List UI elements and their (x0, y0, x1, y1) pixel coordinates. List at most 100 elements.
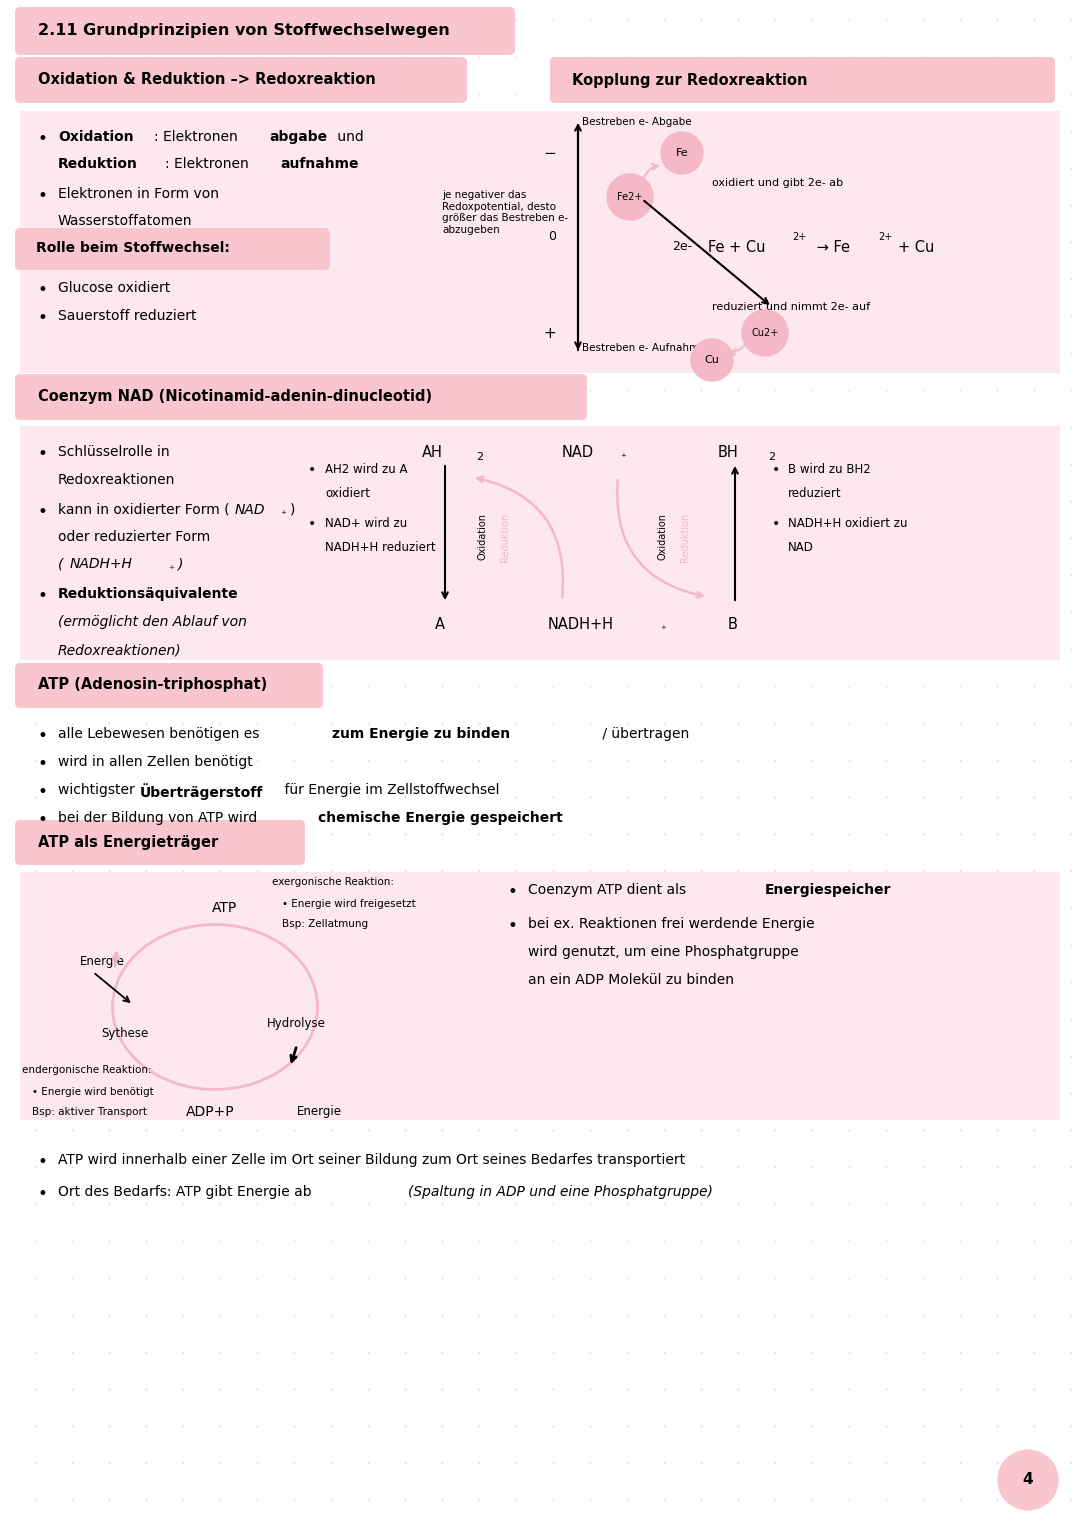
Text: B: B (728, 618, 738, 631)
Text: •: • (38, 130, 48, 148)
Text: exergonische Reaktion:: exergonische Reaktion: (272, 877, 394, 888)
Text: NAD: NAD (235, 503, 266, 517)
Text: ATP (Adenosin-triphosphat): ATP (Adenosin-triphosphat) (38, 677, 267, 692)
Text: •: • (38, 727, 48, 746)
Text: ATP als Energieträger: ATP als Energieträger (38, 834, 218, 849)
Text: Coenzym ATP dient als: Coenzym ATP dient als (528, 883, 690, 897)
Text: •: • (508, 883, 518, 901)
Text: ⁺: ⁺ (168, 564, 174, 575)
Text: 2e-: 2e- (672, 241, 692, 253)
Text: •: • (38, 1153, 48, 1171)
Text: + Cu: + Cu (897, 239, 934, 255)
Text: Sythese: Sythese (102, 1026, 149, 1040)
Text: : Elektronen: : Elektronen (165, 157, 248, 171)
Text: bei der Bildung von ATP wird: bei der Bildung von ATP wird (58, 811, 261, 825)
Text: reduziert: reduziert (788, 486, 841, 500)
Text: •: • (38, 281, 48, 299)
Text: Reduktion: Reduktion (500, 512, 510, 561)
Text: 4: 4 (1023, 1473, 1034, 1487)
Text: kann in oxidierter Form (: kann in oxidierter Form ( (58, 503, 230, 517)
Text: NADH+H: NADH+H (70, 557, 133, 570)
Text: Oxidation: Oxidation (657, 514, 667, 561)
Text: Cu2+: Cu2+ (752, 328, 779, 339)
FancyBboxPatch shape (21, 425, 1059, 660)
Text: Glucose oxidiert: Glucose oxidiert (58, 281, 171, 294)
Circle shape (661, 133, 703, 174)
Text: Energie: Energie (80, 956, 125, 968)
Text: Reduktionsäquivalente: Reduktionsäquivalente (58, 587, 239, 601)
Text: •: • (38, 811, 48, 830)
Text: •: • (308, 464, 316, 477)
Text: alle Lebewesen benötigen es: alle Lebewesen benötigen es (58, 727, 264, 741)
Text: wichtigster: wichtigster (58, 782, 139, 798)
Text: wird genutzt, um eine Phosphatgruppe: wird genutzt, um eine Phosphatgruppe (528, 946, 799, 959)
Text: → Fe: → Fe (812, 239, 850, 255)
Text: Fe: Fe (676, 148, 688, 159)
Text: reduziert und nimmt 2e- auf: reduziert und nimmt 2e- auf (712, 302, 870, 313)
Text: Wasserstoffatomen: Wasserstoffatomen (58, 214, 192, 229)
Text: Fe2+: Fe2+ (618, 192, 643, 201)
Text: : Elektronen: : Elektronen (154, 130, 238, 143)
Text: ⁺: ⁺ (660, 625, 666, 634)
Text: Fe + Cu: Fe + Cu (708, 239, 766, 255)
Text: NADH+H oxidiert zu: NADH+H oxidiert zu (788, 517, 907, 531)
Text: Elektronen in Form von: Elektronen in Form von (58, 188, 219, 201)
Text: wird in allen Zellen benötigt: wird in allen Zellen benötigt (58, 755, 253, 769)
Text: Oxidation: Oxidation (477, 514, 487, 561)
Text: NAD: NAD (562, 445, 594, 461)
Text: •: • (38, 1185, 48, 1203)
Text: Reduktion: Reduktion (680, 512, 690, 561)
Text: •: • (308, 517, 316, 531)
FancyBboxPatch shape (15, 8, 515, 55)
Text: oder reduzierter Form: oder reduzierter Form (58, 531, 211, 544)
Text: B wird zu BH2: B wird zu BH2 (788, 464, 870, 476)
Text: •: • (38, 503, 48, 522)
Text: •: • (508, 917, 518, 935)
Text: / übertragen: / übertragen (598, 727, 689, 741)
Text: Bsp: Zellatmung: Bsp: Zellatmung (282, 920, 368, 929)
Text: Bestreben e- Abgabe: Bestreben e- Abgabe (582, 117, 691, 127)
FancyBboxPatch shape (15, 56, 467, 104)
Text: Oxidation: Oxidation (58, 130, 134, 143)
Text: 2+: 2+ (878, 232, 892, 242)
Text: •: • (38, 755, 48, 773)
Text: 2: 2 (768, 451, 775, 462)
Text: 2: 2 (476, 451, 483, 462)
Text: ATP wird innerhalb einer Zelle im Ort seiner Bildung zum Ort seines Bedarfes tra: ATP wird innerhalb einer Zelle im Ort se… (58, 1153, 685, 1167)
Text: •: • (38, 782, 48, 801)
Circle shape (742, 310, 788, 355)
Text: +: + (543, 325, 556, 340)
Text: NADH+H reduziert: NADH+H reduziert (325, 541, 435, 554)
Text: AH2 wird zu A: AH2 wird zu A (325, 464, 407, 476)
Text: −: − (543, 145, 556, 160)
Text: oxidiert: oxidiert (325, 486, 370, 500)
Text: • Energie wird freigesetzt: • Energie wird freigesetzt (282, 900, 416, 909)
Text: Schlüsselrolle in: Schlüsselrolle in (58, 445, 170, 459)
FancyBboxPatch shape (15, 663, 323, 708)
FancyBboxPatch shape (15, 820, 305, 865)
Text: Rolle beim Stoffwechsel:: Rolle beim Stoffwechsel: (36, 241, 230, 255)
Text: Ort des Bedarfs: ATP gibt Energie ab: Ort des Bedarfs: ATP gibt Energie ab (58, 1185, 316, 1199)
Text: Kopplung zur Redoxreaktion: Kopplung zur Redoxreaktion (572, 73, 808, 87)
Text: NAD: NAD (788, 541, 814, 554)
Text: Energiespeicher: Energiespeicher (765, 883, 891, 897)
Text: ⁺: ⁺ (280, 509, 286, 520)
Text: Cu: Cu (704, 355, 719, 364)
Circle shape (691, 339, 733, 381)
Text: je negativer das
Redoxpotential, desto
größer das Bestreben e-
abzugeben: je negativer das Redoxpotential, desto g… (442, 191, 568, 235)
Circle shape (607, 174, 653, 220)
Text: •: • (38, 445, 48, 464)
Text: Überträgerstoff: Überträgerstoff (140, 782, 264, 799)
Text: AH: AH (422, 445, 443, 461)
Text: (Spaltung in ADP und eine Phosphatgruppe): (Spaltung in ADP und eine Phosphatgruppe… (408, 1185, 713, 1199)
Text: 2.11 Grundprinzipien von Stoffwechselwegen: 2.11 Grundprinzipien von Stoffwechselweg… (38, 23, 449, 38)
Text: für Energie im Zellstoffwechsel: für Energie im Zellstoffwechsel (280, 782, 499, 798)
Text: abgabe: abgabe (269, 130, 327, 143)
Text: an ein ADP Molekül zu binden: an ein ADP Molekül zu binden (528, 973, 734, 987)
Text: NADH+H: NADH+H (548, 618, 615, 631)
Text: Hydrolyse: Hydrolyse (267, 1017, 326, 1029)
Text: bei ex. Reaktionen frei werdende Energie: bei ex. Reaktionen frei werdende Energie (528, 917, 814, 930)
FancyBboxPatch shape (15, 229, 330, 270)
Text: Redoxreaktionen): Redoxreaktionen) (58, 644, 181, 657)
Text: 2+: 2+ (792, 232, 807, 242)
